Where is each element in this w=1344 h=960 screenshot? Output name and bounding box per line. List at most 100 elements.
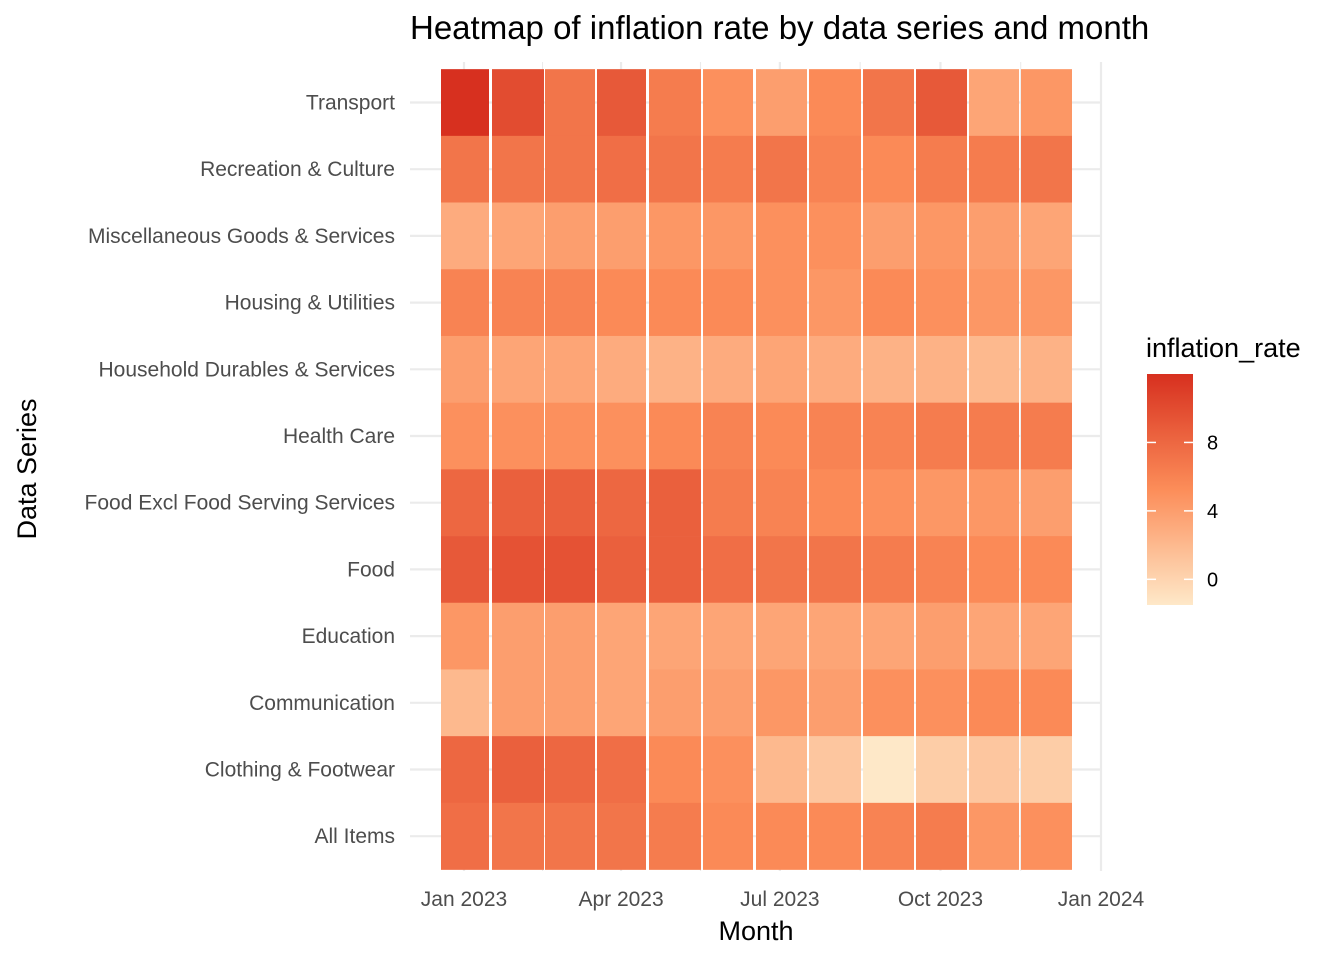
heatmap-cell — [545, 269, 595, 337]
heatmap-cell — [1021, 202, 1072, 270]
heatmap-cell — [809, 536, 861, 604]
heatmap-cell — [1021, 802, 1072, 870]
heatmap-cell — [809, 602, 861, 670]
heatmap-cell — [545, 202, 595, 270]
heatmap-cell — [649, 335, 701, 403]
legend-colorbar — [1147, 374, 1193, 605]
y-tick-labels: Transport Recreation & Culture Miscellaneo… — [85, 92, 396, 849]
heatmap-cell — [969, 135, 1019, 203]
heatmap-cell — [916, 602, 967, 670]
x-tick-label: Jan 2024 — [1058, 888, 1145, 911]
heatmap-cell — [703, 602, 753, 670]
heatmap-cell — [545, 69, 595, 137]
heatmap-cell — [916, 269, 967, 337]
heatmap-cell — [492, 802, 544, 870]
heatmap-cell — [649, 536, 701, 604]
heatmap-cell — [969, 669, 1019, 737]
x-tick-label: Oct 2023 — [898, 888, 983, 911]
heatmap-cell — [756, 402, 807, 470]
heatmap-cell — [969, 602, 1019, 670]
heatmap-cell — [492, 602, 544, 670]
heatmap-cell — [441, 536, 489, 604]
heatmap-cell — [756, 536, 807, 604]
heatmap-cell — [756, 135, 807, 203]
heatmap-cell — [441, 736, 489, 804]
y-tick-label: Housing & Utilities — [225, 292, 395, 315]
heatmap-cell — [649, 135, 701, 203]
heatmap-cell — [441, 802, 489, 870]
heatmap-cell — [756, 669, 807, 737]
heatmap-cell — [863, 736, 914, 804]
heatmap-cell — [492, 536, 544, 604]
heatmap-cell — [649, 736, 701, 804]
heatmap-cell — [649, 669, 701, 737]
heatmap-cell — [492, 269, 544, 337]
heatmap-cell — [545, 536, 595, 604]
y-axis-title: Data Series — [12, 398, 42, 539]
y-tick-label: Health Care — [283, 425, 395, 448]
heatmap-cell — [703, 802, 753, 870]
heatmap-cell — [649, 802, 701, 870]
heatmap-cell — [545, 335, 595, 403]
heatmap-cell — [969, 536, 1019, 604]
legend-ticks: 0 4 8 — [1147, 432, 1218, 591]
heatmap-cell — [545, 669, 595, 737]
heatmap-cell — [1021, 736, 1072, 804]
x-tick-label: Jul 2023 — [740, 888, 819, 911]
heatmap-cell — [969, 69, 1019, 137]
chart-title: Heatmap of inflation rate by data series… — [410, 9, 1149, 46]
heatmap-cell — [441, 135, 489, 203]
heatmap-cell — [545, 602, 595, 670]
heatmap-cell — [809, 669, 861, 737]
heatmap-cell — [441, 335, 489, 403]
heatmap-cell — [441, 669, 489, 737]
heatmap-cell — [916, 335, 967, 403]
heatmap-cell — [649, 202, 701, 270]
heatmap-cell — [492, 335, 544, 403]
heatmap-cell — [649, 469, 701, 537]
y-tick-label: Household Durables & Services — [99, 358, 395, 381]
heatmap-cell — [863, 602, 914, 670]
x-tick-labels: Jan 2023 Apr 2023 Jul 2023 Oct 2023 Jan 2024 — [421, 888, 1145, 911]
legend-tick-label: 0 — [1207, 569, 1218, 591]
heatmap-cell — [969, 202, 1019, 270]
heatmap-cell — [1021, 536, 1072, 604]
legend-tick-label: 8 — [1207, 432, 1218, 454]
heatmap-cell — [863, 536, 914, 604]
y-tick-label: All Items — [314, 825, 395, 848]
heatmap-cell — [441, 269, 489, 337]
y-tick-label: Miscellaneous Goods & Services — [88, 225, 395, 248]
x-axis-title: Month — [718, 916, 793, 946]
heatmap-cell — [597, 669, 646, 737]
heatmap-cell — [969, 335, 1019, 403]
heatmap-cell — [597, 536, 646, 604]
heatmap-cell — [1021, 602, 1072, 670]
heatmap-cell — [545, 802, 595, 870]
heatmap-cell — [809, 335, 861, 403]
y-tick-label: Education — [302, 625, 395, 648]
heatmap-cell — [441, 69, 489, 137]
heatmap-cell — [916, 135, 967, 203]
legend: inflation_rate 0 4 8 — [1146, 333, 1301, 605]
heatmap-cell — [597, 402, 646, 470]
heatmap-cell — [441, 602, 489, 670]
heatmap-cell — [703, 736, 753, 804]
heatmap-cell — [916, 536, 967, 604]
heatmap-cell — [863, 69, 914, 137]
legend-tick-label: 4 — [1207, 501, 1218, 523]
heatmap-cell — [756, 69, 807, 137]
heatmap-cell — [597, 135, 646, 203]
heatmap-cell — [756, 602, 807, 670]
heatmap-cell — [545, 469, 595, 537]
heatmap-cell — [1021, 69, 1072, 137]
heatmap-cell — [809, 269, 861, 337]
heatmap-cell — [916, 69, 967, 137]
y-tick-label: Transport — [306, 92, 395, 115]
heatmap-cell — [969, 736, 1019, 804]
heatmap-cell — [809, 402, 861, 470]
heatmap-cell — [441, 202, 489, 270]
heatmap-cell — [756, 335, 807, 403]
heatmap-cell — [969, 802, 1019, 870]
heatmap-cell — [969, 402, 1019, 470]
heatmap-cell — [809, 802, 861, 870]
